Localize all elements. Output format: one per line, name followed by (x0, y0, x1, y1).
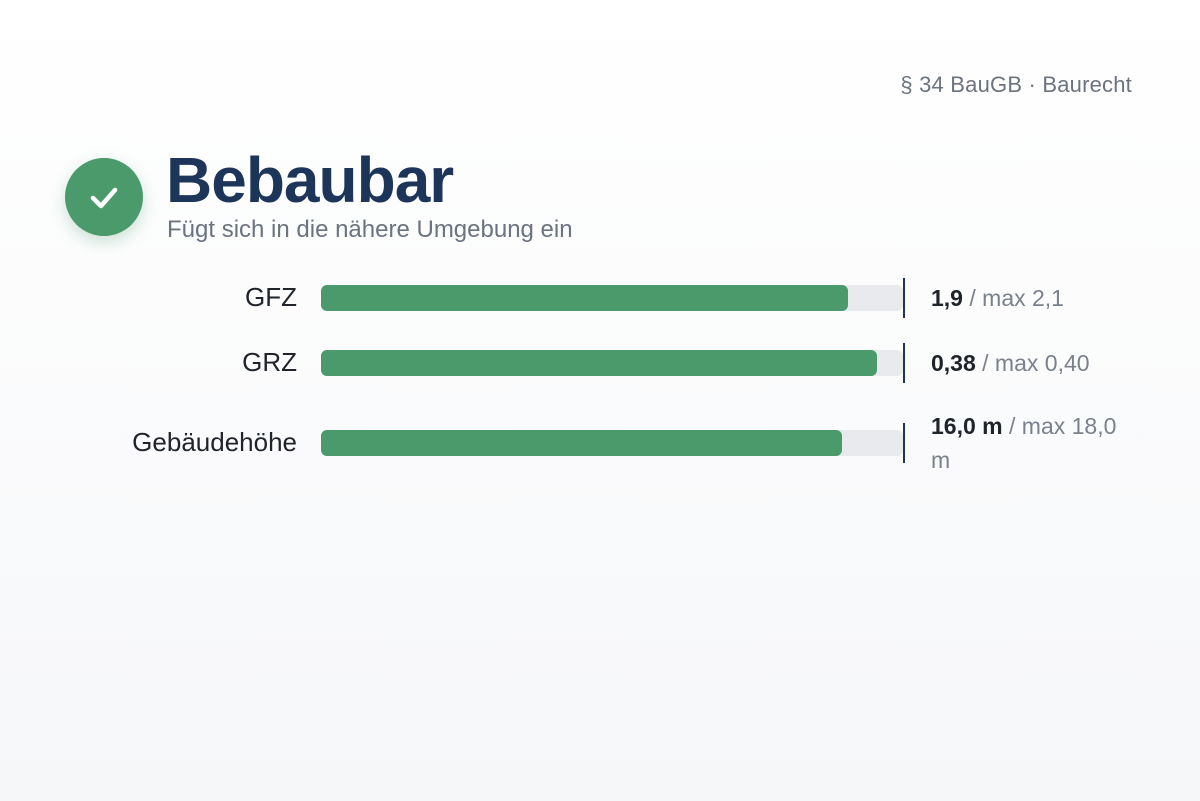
max-limit-marker (903, 343, 905, 383)
metric-value: 16,0 m / max 18,0 m (931, 409, 1141, 477)
max-limit-marker (903, 423, 905, 463)
checkmark-icon (90, 187, 118, 209)
metric-label: GRZ (242, 347, 297, 377)
metric-bar-fill (321, 285, 848, 311)
metric-bar-track (321, 350, 903, 376)
max-value: / max 18,0 m (931, 413, 1117, 473)
current-value: 16,0 m (931, 413, 1003, 439)
metric-bar-fill (321, 430, 843, 456)
status-title: Bebaubar (166, 144, 454, 216)
metric-value: 1,9 / max 2,1 (931, 281, 1141, 315)
legal-reference: § 34 BauGB · Baurecht (900, 72, 1132, 97)
metric-bar-track (321, 430, 903, 456)
metric-bar-fill (321, 350, 877, 376)
metric-value: 0,38 / max 0,40 (931, 346, 1141, 380)
metric-bar-track (321, 285, 903, 311)
max-value: / max 0,40 (982, 350, 1090, 376)
metric-label: Gebäudehöhe (132, 427, 297, 457)
status-subtitle: Fügt sich in die nähere Umgebung ein (167, 216, 573, 243)
current-value: 1,9 (931, 285, 963, 311)
status-check-badge (65, 158, 143, 236)
max-limit-marker (903, 278, 905, 318)
max-value: / max 2,1 (969, 285, 1064, 311)
current-value: 0,38 (931, 350, 976, 376)
metric-label: GFZ (245, 282, 297, 312)
